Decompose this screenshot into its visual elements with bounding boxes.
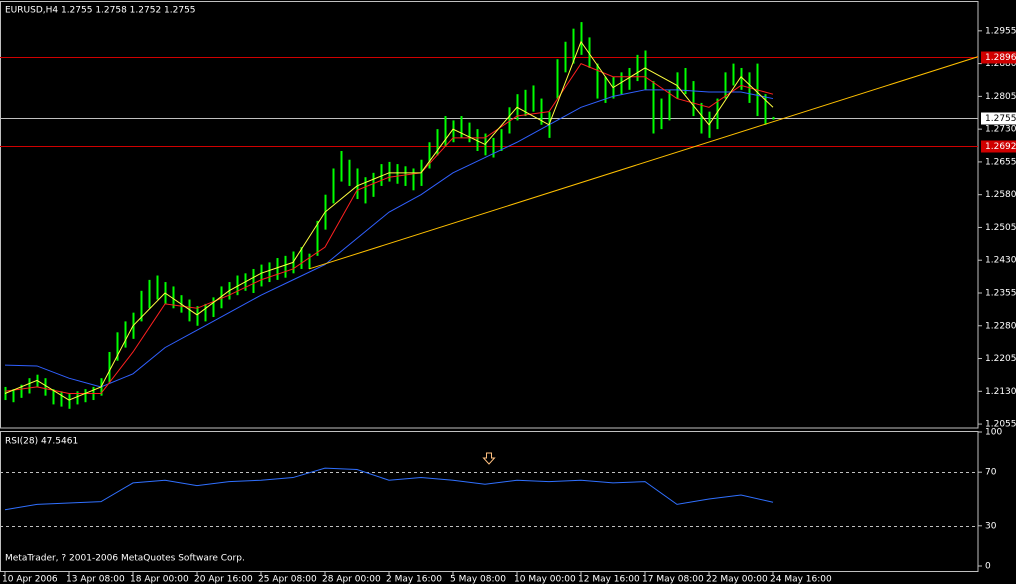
rsi-label: RSI(28) 47.5461 xyxy=(5,437,78,447)
x-tick-label: 10 Apr 2006 xyxy=(2,575,58,584)
x-tick-label: 2 May 16:00 xyxy=(386,575,442,584)
y-tick-label: 1.2355 xyxy=(985,288,1016,298)
axes: 1.2955 1.2880 1.2805 1.2730 1.2655 1.2580 1.25… xyxy=(2,26,1016,584)
y-tick-label: 1.2580 xyxy=(985,190,1016,200)
level-label: 1.2692 xyxy=(985,142,1016,152)
rsi-tick-label: 0 xyxy=(985,562,991,572)
x-tick-label: 24 May 16:00 xyxy=(770,575,832,584)
level-label-box xyxy=(981,51,1016,64)
y-tick-label: 1.2880 xyxy=(985,59,1016,69)
x-tick-label: 20 Apr 16:00 xyxy=(194,575,253,584)
level-label: 1.2896 xyxy=(985,53,1016,63)
moving-average xyxy=(4,40,774,401)
y-tick-label: 1.2505 xyxy=(985,223,1016,233)
price-plot xyxy=(0,22,978,409)
rsi-plot xyxy=(0,467,978,527)
copyright: MetaTrader, ? 2001-2006 MetaQuotes Softw… xyxy=(5,554,245,564)
x-tick-label: 17 May 08:00 xyxy=(642,575,704,584)
y-tick-label: 1.2430 xyxy=(985,256,1016,266)
x-tick-label: 28 Apr 00:00 xyxy=(322,575,381,584)
y-tick-label: 1.2655 xyxy=(985,157,1016,167)
rsi-frame xyxy=(0,431,979,572)
rsi-tick-label: 30 xyxy=(985,521,997,531)
x-tick-label: 13 Apr 08:00 xyxy=(66,575,125,584)
y-tick-label: 1.2730 xyxy=(985,125,1016,135)
x-tick-label: 25 Apr 08:00 xyxy=(258,575,317,584)
level-label: 1.2755 xyxy=(985,114,1016,124)
chart-header: EURUSD,H4 1.2755 1.2758 1.2752 1.2755 xyxy=(5,6,196,16)
moving-average xyxy=(4,89,774,388)
arrow-marker xyxy=(482,452,496,465)
trend-line xyxy=(308,56,978,270)
y-tick-label: 1.2205 xyxy=(985,354,1016,364)
x-tick-label: 18 Apr 00:00 xyxy=(130,575,189,584)
level-label-box xyxy=(981,112,1016,125)
x-tick-label: 10 May 00:00 xyxy=(514,575,576,584)
x-tick-label: 12 May 16:00 xyxy=(578,575,640,584)
x-tick-label: 22 May 00:00 xyxy=(706,575,768,584)
rsi-tick-label: 100 xyxy=(985,428,1002,438)
x-tick-label: 5 May 08:00 xyxy=(450,575,506,584)
y-tick-label: 1.2280 xyxy=(985,321,1016,331)
moving-average xyxy=(4,62,774,394)
main-frame xyxy=(0,1,979,429)
y-tick-label: 1.2055 xyxy=(985,420,1016,430)
y-tick-label: 1.2955 xyxy=(985,26,1016,36)
rsi-tick-label: 70 xyxy=(985,468,997,478)
y-tick-label: 1.2805 xyxy=(985,92,1016,102)
level-label-box xyxy=(981,140,1016,153)
rsi-line xyxy=(4,467,774,511)
y-tick-label: 1.2130 xyxy=(985,387,1016,397)
